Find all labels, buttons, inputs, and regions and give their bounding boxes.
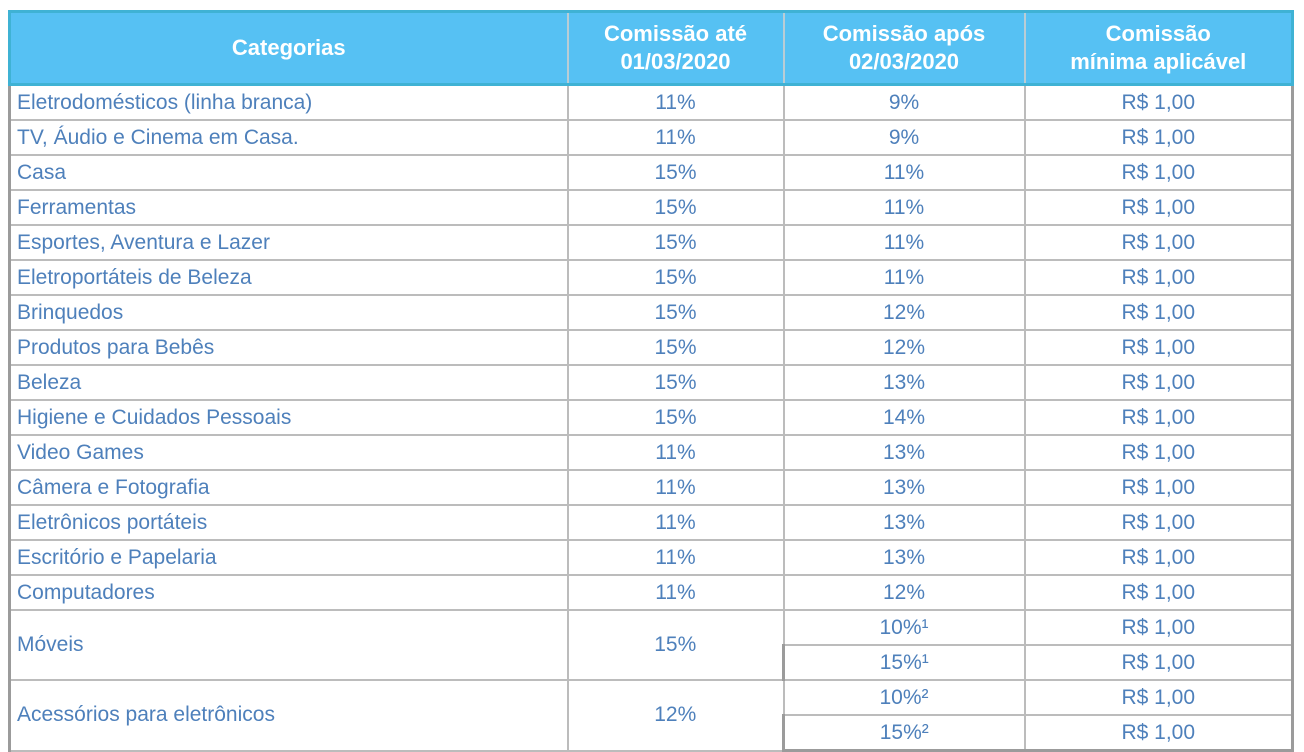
category-cell: Câmera e Fotografia [8,469,569,506]
minimum-commission-cell: R$ 1,00 [1023,189,1294,226]
commission-after-cell: 11% [782,189,1026,226]
category-cell: Eletrônicos portáteis [8,504,569,541]
table-row: TV, Áudio e Cinema em Casa. 11% 9% R$ 1,00 [8,119,1294,156]
commission-before-cell: 15% [566,154,785,191]
table-row: Higiene e Cuidados Pessoais 15% 14% R$ 1,00 [8,399,1294,436]
commission-before-cell: 11% [566,434,785,471]
commission-before-cell: 15% [566,259,785,296]
column-header-categorias: Categorias [8,10,569,86]
commission-before-cell: 15% [566,364,785,401]
minimum-commission-cell: R$ 1,00 [1023,154,1294,191]
table-row: Brinquedos 15% 12% R$ 1,00 [8,294,1294,331]
commission-after-cell: 15%¹ [782,644,1026,681]
commission-before-cell: 15% [566,189,785,226]
commission-after-cell: 13% [782,539,1026,576]
table-row: 15%¹ R$ 1,00 [10,644,1294,681]
table-header: Categorias Comissão até 01/03/2020 Comis… [8,10,1294,86]
category-cell: Ferramentas [8,189,569,226]
commission-after-cell: 13% [782,434,1026,471]
table-row: Computadores 11% 12% R$ 1,00 [8,574,1294,611]
minimum-commission-cell: R$ 1,00 [1023,83,1294,121]
table-row: Câmera e Fotografia 11% 13% R$ 1,00 [8,469,1294,506]
commission-before-cell: 11% [566,539,785,576]
minimum-commission-cell: R$ 1,00 [1023,224,1294,261]
table-row: Casa 15% 11% R$ 1,00 [8,154,1294,191]
commission-before-cell: 15% [566,294,785,331]
commission-after-cell: 13% [782,469,1026,506]
commission-after-cell: 9% [782,119,1026,156]
category-cell: Brinquedos [8,294,569,331]
commission-after-cell: 12% [782,294,1026,331]
table-row: Escritório e Papelaria 11% 13% R$ 1,00 [8,539,1294,576]
commission-after-cell: 15%² [782,714,1026,752]
table-row: Beleza 15% 13% R$ 1,00 [8,364,1294,401]
category-cell: Beleza [8,364,569,401]
minimum-commission-cell: R$ 1,00 [1023,364,1294,401]
category-cell: Escritório e Papelaria [8,539,569,576]
commission-after-cell: 9% [782,83,1026,121]
commission-after-cell: 11% [782,154,1026,191]
commission-after-cell: 13% [782,364,1026,401]
table-row: Móveis 15% 10%¹ R$ 1,00 [8,609,1294,681]
commission-after-cell: 14% [782,399,1026,436]
minimum-commission-cell: R$ 1,00 [1023,434,1294,471]
commission-before-cell: 15% [566,609,785,681]
commission-after-cell: 13% [782,504,1026,541]
minimum-commission-cell: R$ 1,00 [1023,399,1294,436]
column-header-comissao-apos: Comissão após 02/03/2020 [782,10,1026,86]
category-cell: Eletroportáteis de Beleza [8,259,569,296]
category-cell: Produtos para Bebês [8,329,569,366]
commission-before-cell: 15% [566,329,785,366]
commission-before-cell: 11% [566,83,785,121]
minimum-commission-cell: R$ 1,00 [1023,644,1294,681]
table-row: Produtos para Bebês 15% 12% R$ 1,00 [8,329,1294,366]
category-cell: Computadores [8,574,569,611]
category-cell: TV, Áudio e Cinema em Casa. [8,119,569,156]
commission-before-cell: 11% [566,504,785,541]
minimum-commission-cell: R$ 1,00 [1023,714,1294,752]
commission-before-cell: 15% [566,224,785,261]
header-row: Categorias Comissão até 01/03/2020 Comis… [8,10,1294,86]
commission-before-cell: 15% [566,399,785,436]
category-cell: Eletrodomésticos (linha branca) [8,83,569,121]
commission-after-cell: 11% [782,224,1026,261]
table-row: Eletroportáteis de Beleza 15% 11% R$ 1,00 [8,259,1294,296]
column-header-comissao-minima: Comissão mínima aplicável [1023,10,1294,86]
table-row: Acessórios para eletrônicos 12% 10%² R$ 1,0… [8,679,1294,752]
commission-before-cell: 11% [566,469,785,506]
commission-after-cell: 12% [782,574,1026,611]
category-cell: Higiene e Cuidados Pessoais [8,399,569,436]
minimum-commission-cell: R$ 1,00 [1023,539,1294,576]
category-cell: Casa [8,154,569,191]
commission-before-cell: 11% [566,574,785,611]
commission-after-cell: 10%¹ [782,609,1026,646]
commission-after-cell: 12% [782,329,1026,366]
table-row: Ferramentas 15% 11% R$ 1,00 [8,189,1294,226]
table-row: Eletrônicos portáteis 11% 13% R$ 1,00 [8,504,1294,541]
category-cell: Video Games [8,434,569,471]
commission-after-cell: 11% [782,259,1026,296]
table-body: Eletrodomésticos (linha branca) 11% 9% R$ 1… [8,83,1294,752]
minimum-commission-cell: R$ 1,00 [1023,294,1294,331]
category-cell: Esportes, Aventura e Lazer [8,224,569,261]
minimum-commission-cell: R$ 1,00 [1023,609,1294,646]
commission-table: Categorias Comissão até 01/03/2020 Comis… [8,10,1294,752]
table-row: Eletrodomésticos (linha branca) 11% 9% R$ 1… [8,83,1294,121]
minimum-commission-cell: R$ 1,00 [1023,504,1294,541]
commission-after-cell: 10%² [782,679,1026,716]
commission-before-cell: 12% [566,679,785,752]
category-cell: Acessórios para eletrônicos [8,679,569,752]
minimum-commission-cell: R$ 1,00 [1023,469,1294,506]
minimum-commission-cell: R$ 1,00 [1023,329,1294,366]
minimum-commission-cell: R$ 1,00 [1023,574,1294,611]
minimum-commission-cell: R$ 1,00 [1023,259,1294,296]
column-header-comissao-ate: Comissão até 01/03/2020 [566,10,785,86]
minimum-commission-cell: R$ 1,00 [1023,119,1294,156]
category-cell: Móveis [8,609,569,681]
minimum-commission-cell: R$ 1,00 [1023,679,1294,716]
table-row: Video Games 11% 13% R$ 1,00 [8,434,1294,471]
table-row: Esportes, Aventura e Lazer 15% 11% R$ 1,00 [8,224,1294,261]
commission-before-cell: 11% [566,119,785,156]
